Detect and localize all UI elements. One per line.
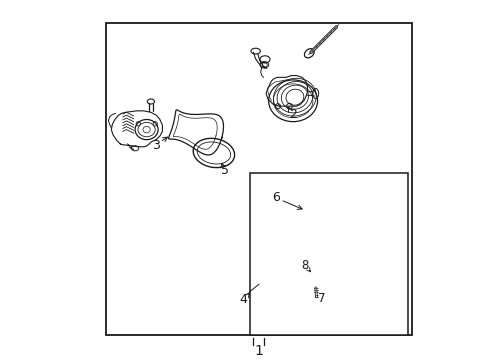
Text: 8: 8 — [301, 259, 308, 272]
Text: 6: 6 — [272, 191, 280, 204]
Text: 3: 3 — [152, 139, 160, 152]
Bar — [249, 173, 407, 335]
Text: 2: 2 — [288, 108, 296, 121]
Text: 1: 1 — [254, 344, 263, 358]
Text: 7: 7 — [317, 292, 325, 305]
Text: 5: 5 — [220, 164, 228, 177]
Bar — [106, 23, 411, 335]
Ellipse shape — [312, 285, 319, 289]
Text: 4: 4 — [239, 293, 247, 306]
